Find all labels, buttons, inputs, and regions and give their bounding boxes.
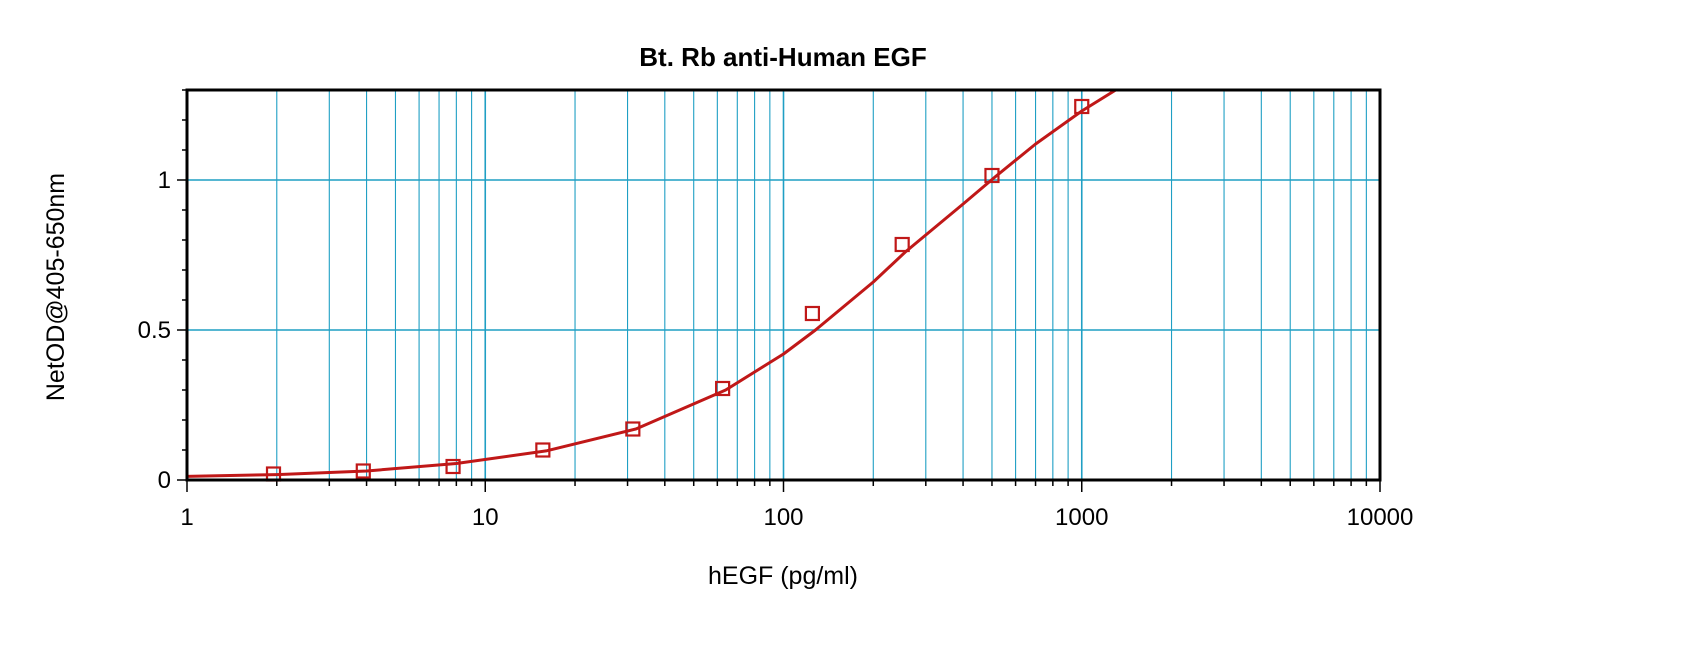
chart-title: Bt. Rb anti-Human EGF <box>639 42 926 72</box>
y-tick-label: 1 <box>158 167 171 194</box>
data-points-layer <box>265 98 1090 482</box>
x-tick-label: 100 <box>763 504 803 531</box>
data-point <box>535 442 551 458</box>
x-tick-labels: 1 10 100 1000 10000 <box>180 504 1413 531</box>
plot-frame <box>185 88 1382 482</box>
x-tick-label: 10000 <box>1347 504 1414 531</box>
y-tick-labels: 00.51 <box>138 167 171 494</box>
fit-curve-layer <box>187 90 1117 478</box>
data-point <box>445 458 461 475</box>
data-point <box>1074 98 1090 115</box>
data-point <box>355 463 371 479</box>
y-axis-label: NetOD@405-650nm <box>42 173 70 401</box>
fit-curve <box>187 90 1117 478</box>
data-point <box>715 380 731 397</box>
y-tick-label: 0.5 <box>138 317 171 344</box>
grid-lines <box>187 90 1380 480</box>
data-point <box>984 167 1000 184</box>
data-point <box>894 236 910 253</box>
data-point <box>625 421 641 437</box>
x-axis-label: hEGF (pg/ml) <box>708 562 858 590</box>
axis-ticks <box>177 89 1381 492</box>
x-tick-label: 1000 <box>1055 504 1108 531</box>
data-point <box>804 305 821 322</box>
x-tick-label: 1 <box>180 504 193 531</box>
x-tick-label: 10 <box>472 504 499 531</box>
y-tick-label: 0 <box>158 467 171 494</box>
